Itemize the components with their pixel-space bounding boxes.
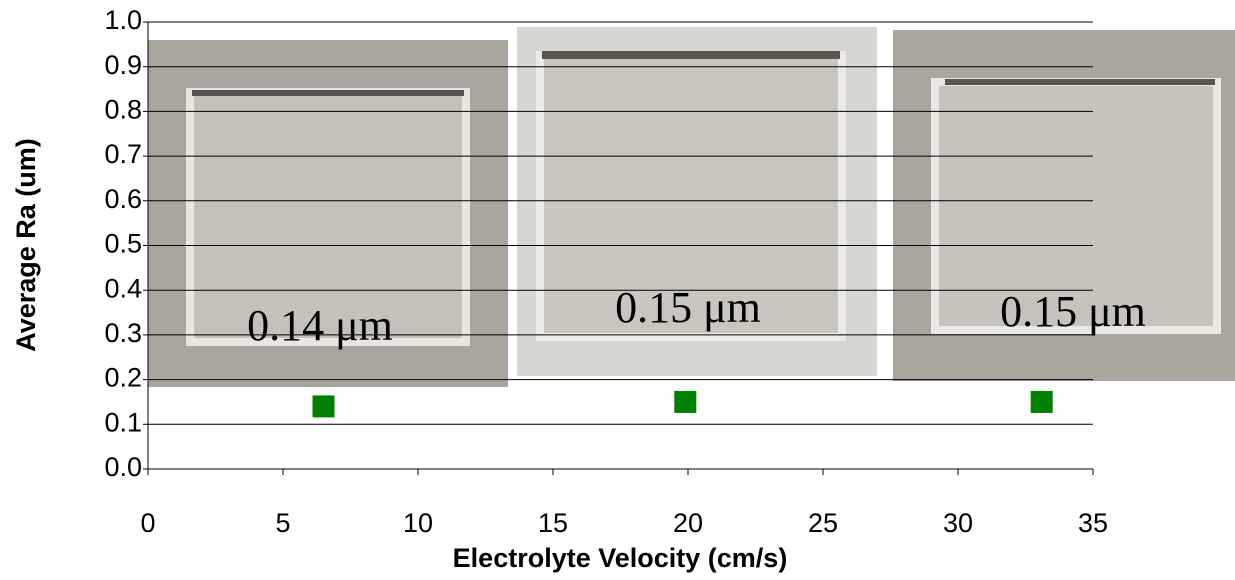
y-tick-label: 0.2 [104,363,142,393]
x-tick-label: 5 [275,508,290,538]
y-tick-label: 0.5 [104,229,142,259]
point [674,391,696,413]
x-tick-label: 20 [673,508,703,538]
y-tick-label: 0.7 [104,139,142,169]
y-tick-label: 0.1 [104,407,142,437]
annotation: 0.15 μm [615,283,761,332]
y-tick-label: 0.9 [104,50,142,80]
x-tick-label: 35 [1078,508,1108,538]
y-axis-title: Average Ra (um) [11,138,41,352]
annotation: 0.15 μm [1000,287,1146,336]
y-tick-label: 0.0 [104,452,142,482]
page: Electrolyte Velocity (cm/s) Average Ra (… [0,0,1235,580]
point [313,395,335,417]
y-tick-label: 0.4 [104,273,142,303]
x-tick-label: 30 [943,508,973,538]
point [1031,391,1053,413]
y-tick-label: 1.0 [104,5,142,35]
x-tick-label: 15 [538,508,568,538]
x-tick-label: 25 [808,508,838,538]
x-axis-title: Electrolyte Velocity (cm/s) [453,543,788,573]
chart: Electrolyte Velocity (cm/s) Average Ra (… [0,0,1235,580]
y-tick-label: 0.6 [104,184,142,214]
annotation: 0.14 μm [247,301,393,350]
x-tick-label: 0 [140,508,155,538]
x-tick-label: 10 [403,508,433,538]
y-tick-label: 0.8 [104,95,142,125]
y-tick-label: 0.3 [104,318,142,348]
